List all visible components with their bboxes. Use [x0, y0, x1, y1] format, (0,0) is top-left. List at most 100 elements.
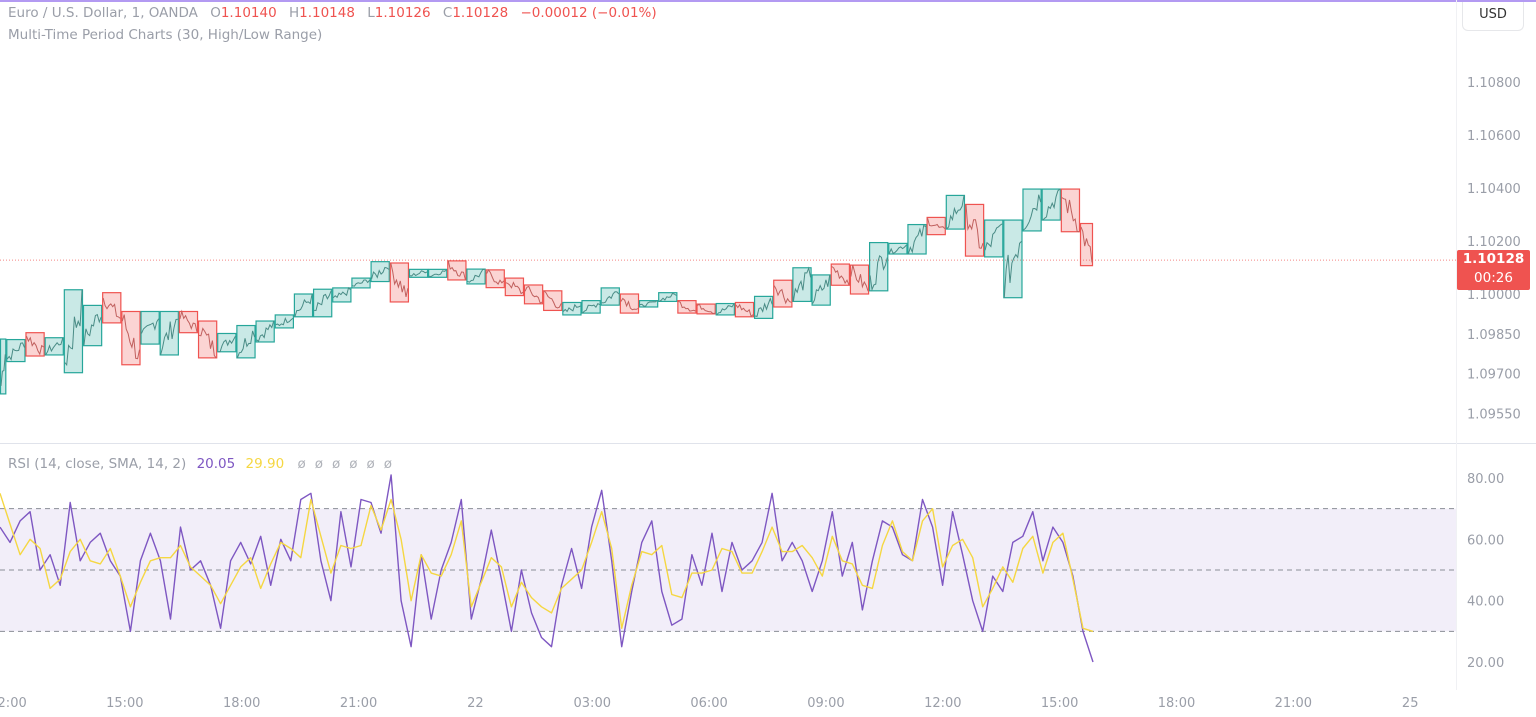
- price-tick-label: 1.09850: [1467, 328, 1521, 343]
- rsi-title[interactable]: RSI (14, close, SMA, 14, 2): [8, 456, 187, 472]
- low-label: L: [367, 5, 375, 21]
- price-trace: [831, 266, 850, 285]
- price-trace: [6, 342, 25, 361]
- time-tick-label: 03:00: [574, 696, 611, 711]
- price-trace: [314, 290, 332, 312]
- range-box: [677, 300, 697, 314]
- time-tick-label: 15:00: [106, 696, 143, 711]
- price-trace: [160, 318, 178, 355]
- na-value: ø: [349, 456, 358, 472]
- price-trace: [792, 266, 812, 302]
- range-box: [830, 263, 851, 286]
- range-boxes: [0, 188, 1094, 395]
- price-trace: [121, 314, 140, 360]
- price-trace: [141, 318, 160, 334]
- range-box: [696, 303, 716, 315]
- price-trace: [869, 255, 888, 292]
- price-trace: [754, 297, 773, 317]
- price-trace: [332, 286, 351, 299]
- price-trace: [236, 330, 256, 359]
- price-trace: [467, 268, 485, 283]
- price-tick-label: 1.09550: [1467, 407, 1521, 422]
- bar-countdown: 00:26: [1474, 270, 1513, 286]
- price-trace: [1023, 194, 1042, 231]
- price-trace: [812, 274, 831, 304]
- time-tick-label: 09:00: [807, 696, 844, 711]
- price-trace: [639, 300, 658, 307]
- price-trace: [409, 270, 428, 277]
- range-box: [523, 284, 544, 305]
- rsi-tick-label: 40.00: [1467, 595, 1504, 610]
- rsi-value: 20.05: [196, 456, 236, 472]
- price-trace: [390, 262, 409, 298]
- grid: [0, 0, 1536, 690]
- price-trace: [102, 297, 121, 319]
- range-box: [907, 223, 927, 255]
- rsi-sma-line: [0, 493, 1094, 633]
- price-trace: [45, 337, 64, 356]
- price-trace: [524, 285, 543, 304]
- price-trace: [505, 281, 524, 295]
- range-box: [562, 301, 582, 316]
- price-trace: [965, 204, 984, 249]
- price-tick-label: 1.10800: [1467, 76, 1521, 91]
- range-box: [0, 338, 7, 395]
- range-box: [811, 274, 831, 306]
- price-trace: [716, 303, 735, 316]
- price-tick-label: 1.10000: [1467, 288, 1521, 303]
- price-trace: [275, 316, 294, 327]
- range-box: [293, 293, 314, 318]
- price-trace: [64, 289, 83, 367]
- price-tick-label: 1.09700: [1467, 368, 1521, 383]
- price-trace: [927, 218, 946, 230]
- price-trace: [850, 264, 869, 292]
- price-tick-label: 1.10400: [1467, 182, 1521, 197]
- price-trace: [352, 279, 370, 287]
- price-trace: [601, 291, 620, 304]
- change-value: −0.00012 (−0.01%): [520, 5, 657, 21]
- price-trace: [486, 269, 505, 285]
- symbol-legend: Euro / U.S. Dollar, 1, OANDA O1.10140 H1…: [8, 5, 657, 21]
- time-tick-label: 12:00: [0, 696, 27, 711]
- rsi-tick-label: 80.00: [1467, 472, 1504, 487]
- high-label: H: [288, 5, 300, 21]
- low-value: 1.10126: [374, 5, 431, 21]
- price-trace: [582, 303, 600, 314]
- last-price-value: 1.10128: [1462, 251, 1525, 267]
- indicator-legend[interactable]: Multi-Time Period Charts (30, High/Low R…: [8, 27, 323, 43]
- range-box: [504, 277, 525, 297]
- time-tick-label: 25: [1402, 696, 1419, 711]
- high-value: 1.10148: [299, 5, 355, 21]
- range-box: [447, 260, 467, 281]
- time-tick-label: 18:00: [223, 696, 260, 711]
- currency-button[interactable]: USD: [1462, 2, 1524, 31]
- time-tick-label: 21:00: [1275, 696, 1312, 711]
- time-tick-label: 12:00: [924, 696, 961, 711]
- symbol-title[interactable]: Euro / U.S. Dollar, 1, OANDA: [8, 5, 198, 21]
- rsi-pane: [0, 474, 1456, 663]
- price-trace: [543, 290, 562, 309]
- price-trace: [658, 292, 677, 302]
- rsi-tick-label: 20.00: [1467, 656, 1504, 671]
- price-trace: [429, 269, 447, 278]
- price-trace: [697, 303, 715, 315]
- axes: 1.10800 1.10600 1.10400 1.10200 1.10000 1.098…: [0, 76, 1521, 711]
- price-trace: [256, 320, 275, 343]
- range-box: [312, 288, 333, 318]
- rsi-tick-label: 60.00: [1467, 533, 1504, 548]
- close-value: 1.10128: [452, 5, 509, 21]
- range-box: [140, 310, 160, 345]
- price-trace: [735, 303, 754, 318]
- price-trace: [198, 327, 217, 359]
- time-tick-label: 15:00: [1041, 696, 1078, 711]
- price-trace: [888, 244, 907, 254]
- na-value: ø: [366, 456, 375, 472]
- price-trace: [83, 313, 102, 345]
- price-trace: [294, 293, 313, 317]
- range-box: [485, 269, 505, 289]
- price-trace: [678, 300, 696, 312]
- price-trace: [1061, 197, 1080, 233]
- na-value: ø: [314, 456, 323, 472]
- na-value: ø: [297, 456, 306, 472]
